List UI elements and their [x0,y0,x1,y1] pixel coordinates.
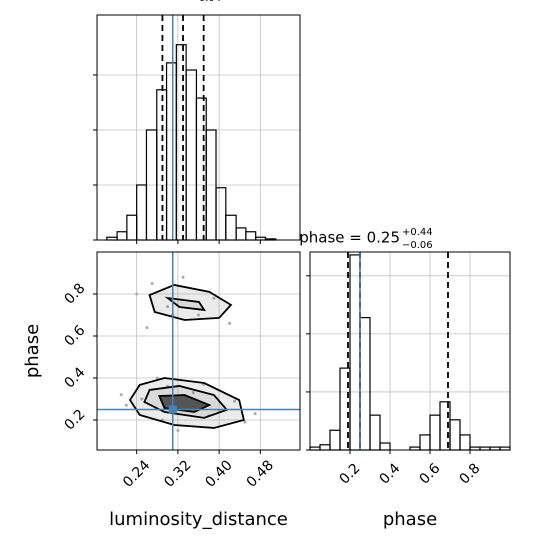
hist-bar [126,214,138,241]
panel-frame [96,14,301,241]
scatter-point [140,397,144,401]
x-tick-label: 0.32 [161,457,194,490]
scatter-point [197,313,200,317]
y-tick-label: 0.6 [61,322,88,349]
x-axis-label: phase [383,509,437,530]
x-tick-label: 0.4 [376,460,403,487]
x-tick-label: 0.2 [336,460,363,487]
y-axis-label: phase [22,324,43,378]
hist-bar [429,414,441,451]
scatter-point [191,391,195,395]
scatter-point [150,281,154,285]
x-tick-label: 0.40 [202,457,235,490]
scatter-point [119,393,123,397]
panel-frame [96,251,301,451]
panel-frame [309,251,511,451]
hist-bar [225,214,237,241]
scatter-point [176,428,180,432]
truth-marker [168,405,177,414]
title-upper: +0.44 [402,227,433,238]
hist-bar [215,187,227,241]
scatter-point [166,305,170,309]
scatter-point [227,321,231,325]
hist-bar [419,434,431,451]
scatter-point [124,403,128,407]
scatter-point [253,412,257,416]
hist-bar [329,429,341,451]
x-tick-label: 0.24 [120,457,153,490]
y-tick-label: 0.4 [61,364,88,391]
panel-title: phase = 0.25 [299,229,400,247]
hist-bar [319,444,331,451]
scatter-point [145,326,149,330]
x-tick-label: 0.6 [416,460,443,487]
y-tick-label: 0.8 [61,280,88,307]
scatter-point [181,275,185,279]
scatter-point [212,296,216,300]
hist-bar [359,317,371,451]
hist-bar [116,231,128,241]
hist-bar [459,434,471,451]
hist-bar [245,231,257,241]
hist-bar [185,69,198,241]
hist-bar [165,62,177,241]
hist-bar [195,97,207,241]
title-lower: −0.06 [402,240,433,251]
x-tick-label: 0.8 [456,460,483,487]
scatter-point [155,376,159,380]
contour [164,296,206,312]
scatter-point [243,420,247,424]
title-lower: −0.04 [191,0,222,4]
panel-title: luminosity_distance = 0.33 [0,0,189,1]
hist-bar [349,254,361,451]
hist-bar [136,184,148,241]
x-axis-label: luminosity_distance [109,509,288,530]
scatter-point [233,399,237,403]
y-tick-label: 0.2 [61,406,88,433]
contour [148,284,233,321]
hist-bar [379,442,391,451]
hist-bar [449,419,461,451]
hist-bar [369,414,381,451]
scatter-point [135,292,139,296]
x-tick-label: 0.48 [244,457,277,490]
hist-bar [235,227,247,241]
